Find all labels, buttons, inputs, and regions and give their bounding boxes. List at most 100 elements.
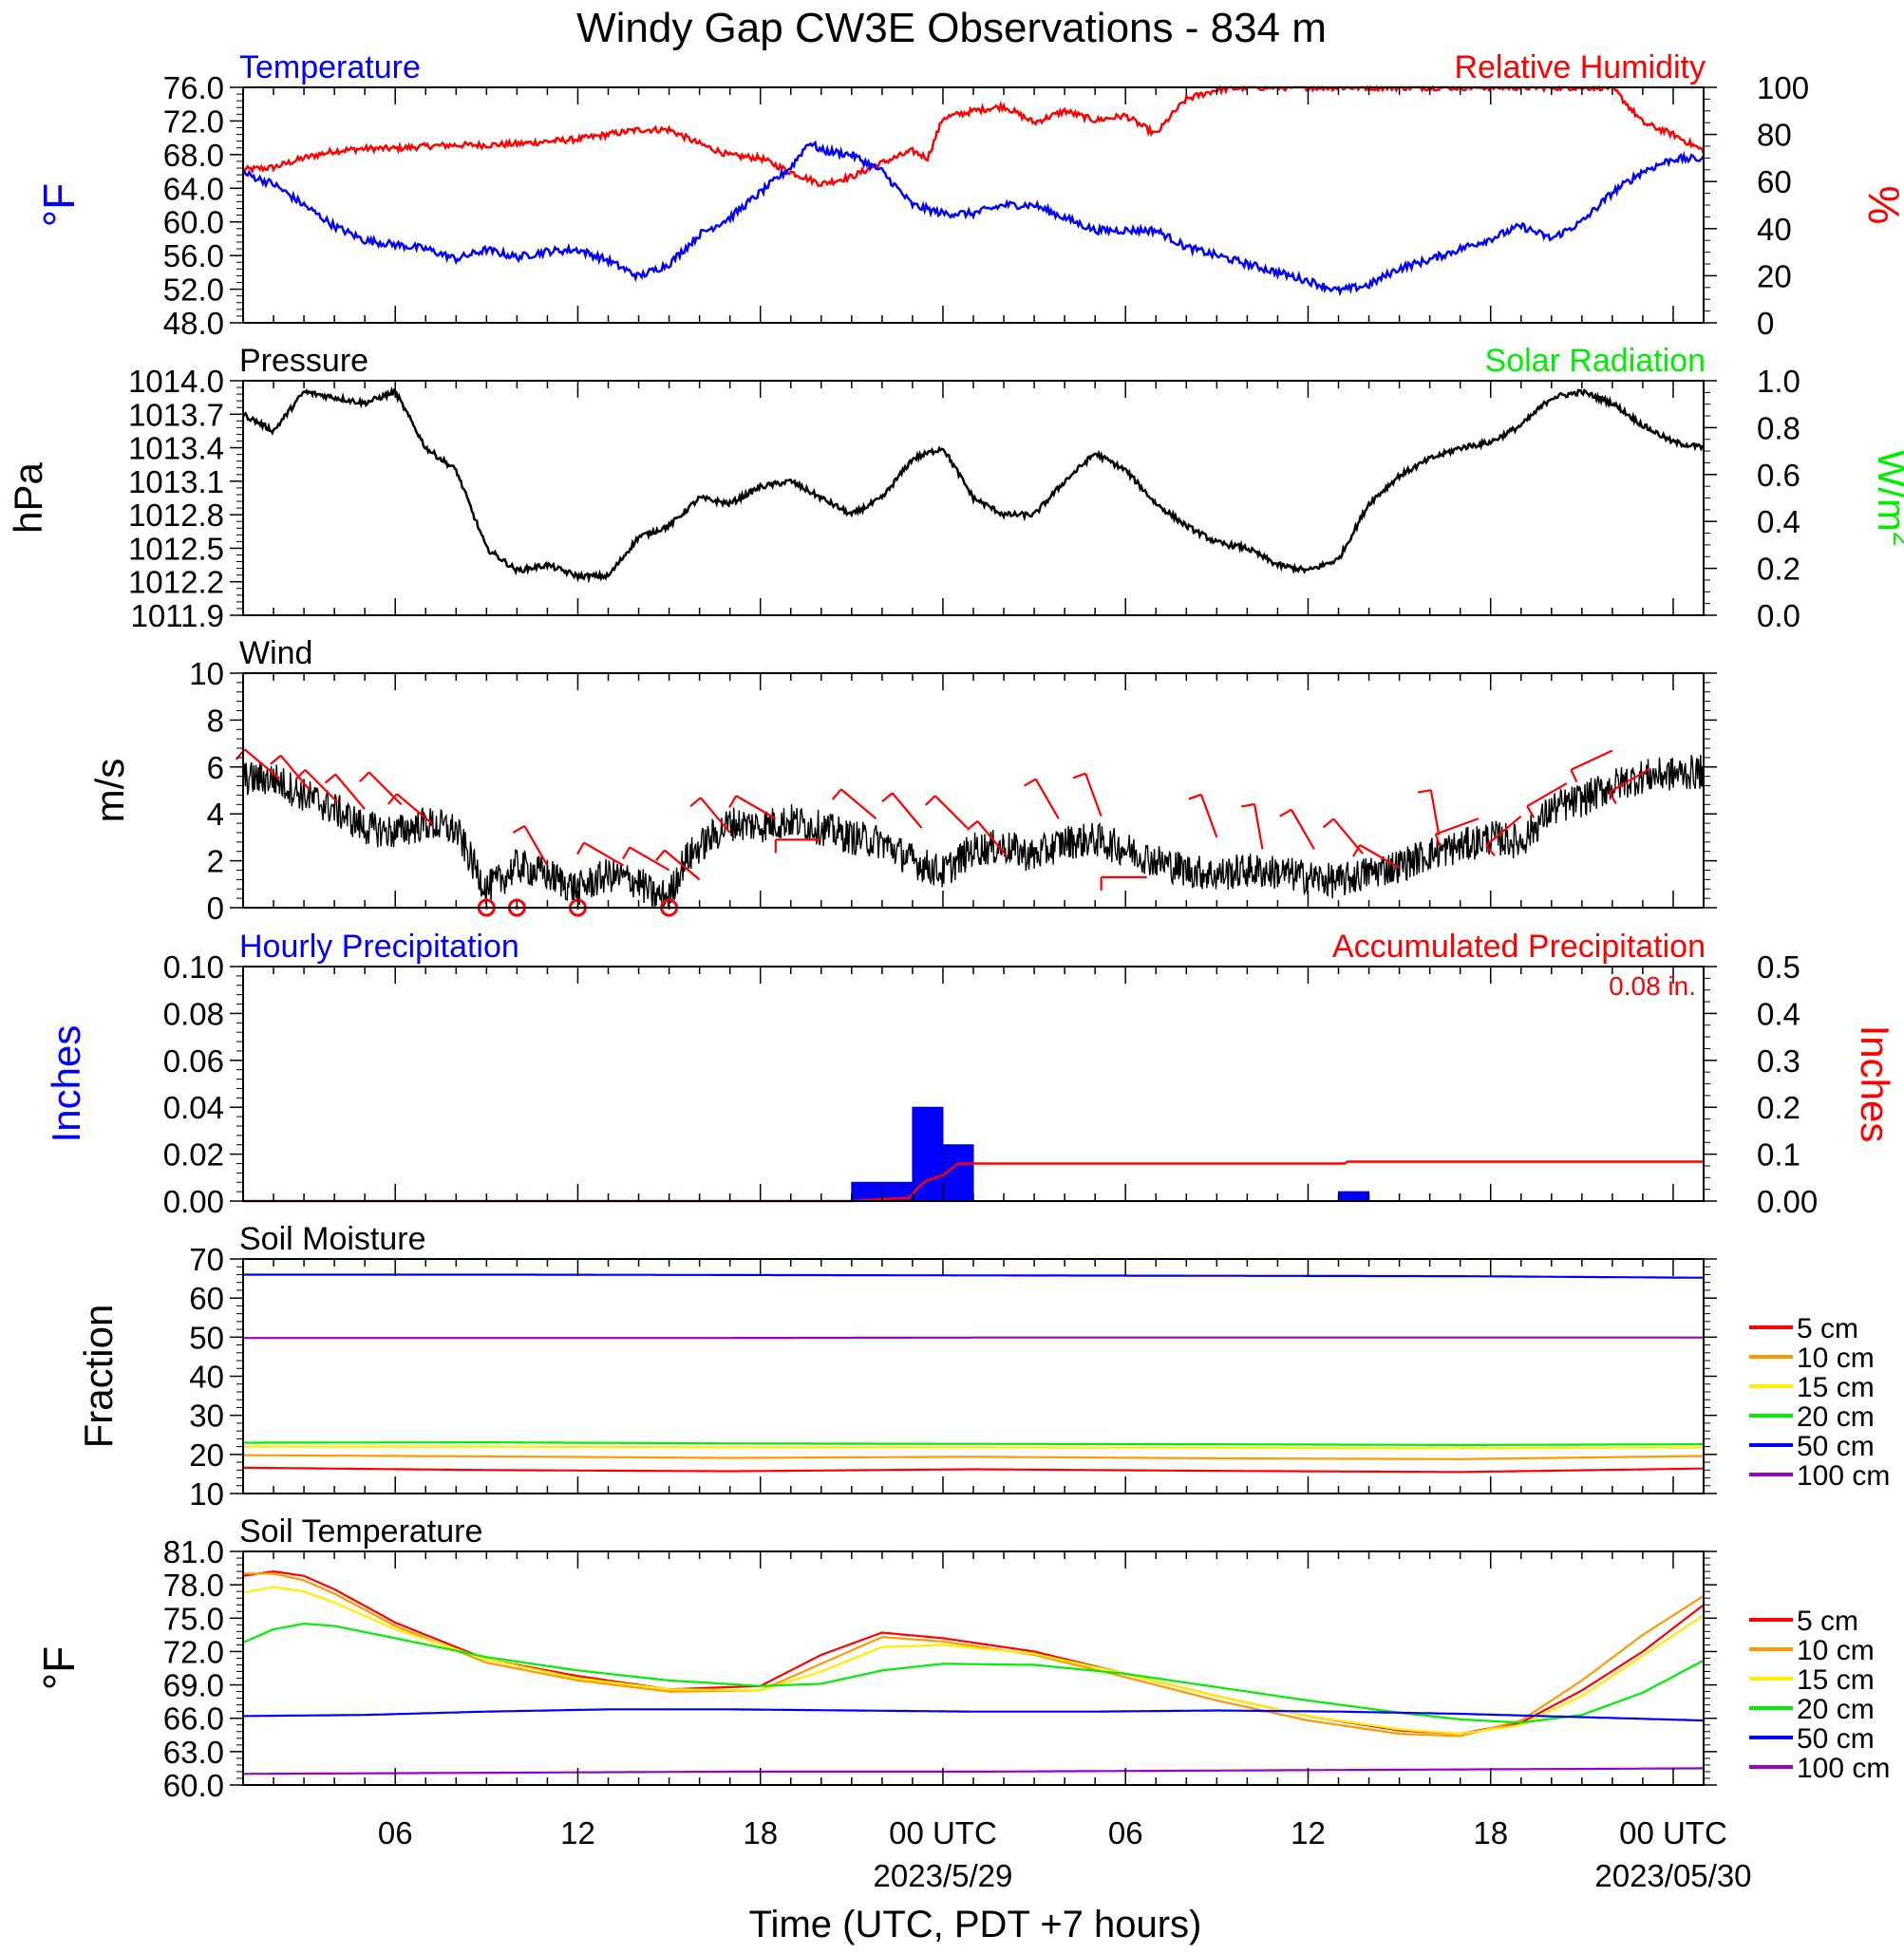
- x-tick-label: 00 UTC: [1619, 1815, 1727, 1851]
- wind-barb-staff: [1609, 768, 1650, 794]
- wind-barb-flag: [294, 769, 307, 780]
- y-tick-label-left: 60.0: [163, 1768, 224, 1803]
- wind-barb-staff: [664, 849, 701, 881]
- y-tick-label-left: 0.04: [163, 1090, 224, 1125]
- y-tick-label-left: 10: [189, 1476, 224, 1512]
- wind-barb-staff: [1290, 809, 1315, 850]
- y-tick-label-left: 1013.7: [128, 397, 224, 432]
- y-tick-label-right: 100: [1757, 70, 1809, 105]
- y-tick-label-left: 0: [207, 891, 224, 926]
- wind-barb-staff: [629, 846, 670, 872]
- wind-barb: [1526, 782, 1568, 818]
- wind-barb: [689, 797, 731, 834]
- wind-barb: [1485, 815, 1522, 856]
- wind-barb-staff: [1429, 789, 1441, 836]
- panel-title-left: Temperature: [239, 49, 421, 85]
- legend-label: 10 cm: [1797, 1635, 1875, 1666]
- wind-barb-staff: [279, 755, 311, 792]
- wind-barb-flag: [1434, 834, 1442, 848]
- legend-label: 15 cm: [1797, 1664, 1875, 1696]
- y-tick-label-left: 8: [207, 703, 224, 738]
- wind-barb-staff: [1253, 803, 1264, 850]
- hourly-precip-bar: [1338, 1191, 1370, 1202]
- plot-frame: [242, 672, 1705, 909]
- y-tick-label-left: 75.0: [163, 1601, 224, 1636]
- y-tick-label-left: 1013.1: [128, 464, 224, 499]
- plot-frame: [242, 1550, 1705, 1786]
- humidity-line: [242, 85, 1706, 187]
- hourly-precip-bar: [851, 1181, 883, 1202]
- y-tick-label-right: 0.6: [1757, 458, 1800, 493]
- series-line-20cm: [242, 1622, 1705, 1724]
- y-tick-label-right: 80: [1757, 118, 1792, 153]
- y-axis-title-left: m/s: [87, 759, 132, 823]
- y-tick-label-left: 72.0: [163, 1634, 224, 1669]
- y-tick-label-left: 52.0: [163, 272, 224, 308]
- y-tick-label-left: 48.0: [163, 306, 224, 341]
- y-tick-label-left: 6: [207, 750, 224, 785]
- y-tick-label-right: 1.0: [1757, 364, 1800, 399]
- y-axis-title-left: Inches: [44, 1025, 88, 1143]
- wind-barb-staff: [523, 825, 549, 867]
- panel-title-left: Pressure: [239, 343, 368, 379]
- wind-barb-staff: [1199, 794, 1218, 838]
- y-tick-label-right: 0.4: [1757, 996, 1800, 1031]
- panel-title-right: Solar Radiation: [1485, 343, 1706, 379]
- series-line-15cm: [243, 1445, 1704, 1450]
- y-tick-label-right: 0.3: [1757, 1043, 1800, 1079]
- wind-barb-flag: [324, 773, 337, 784]
- wind-barb: [1072, 772, 1103, 817]
- x-date-label: 2023/5/29: [874, 1858, 1013, 1893]
- y-tick-label-left: 50: [189, 1320, 224, 1355]
- wind-barb: [1570, 749, 1613, 782]
- wind-barb-staff: [334, 773, 367, 810]
- wind-barb: [831, 788, 877, 819]
- wind-barb: [655, 849, 701, 881]
- temperature-line: [242, 140, 1706, 297]
- y-tick-label-left: 66.0: [163, 1701, 224, 1737]
- legend-label: 5 cm: [1797, 1606, 1858, 1637]
- y-tick-label-left: 70: [189, 1242, 224, 1277]
- wind-barb-flag: [1024, 778, 1037, 787]
- wind-barb-flag: [689, 797, 702, 808]
- wind-barb-flag: [1526, 805, 1536, 818]
- panel-title-left: Soil Moisture: [239, 1221, 426, 1257]
- wind-barb-flag: [1322, 817, 1334, 829]
- wind-barb-flag: [1279, 808, 1292, 817]
- panel-temperature_humidity: Temperature Relative Humidity°F %76.072.06…: [34, 49, 1904, 341]
- hourly-precip-bar: [912, 1106, 944, 1202]
- y-tick-label-left: 1012.2: [128, 565, 224, 600]
- y-tick-label-right: 20: [1757, 258, 1792, 293]
- panels: Temperature Relative Humidity°F %76.072.06…: [6, 49, 1904, 1803]
- y-tick-label-right: 0.8: [1757, 410, 1800, 445]
- x-axis-title: Time (UTC, PDT +7 hours): [749, 1904, 1202, 1945]
- y-tick-label-left: 0.08: [163, 996, 224, 1031]
- y-axis-title-right: Inches: [1853, 1025, 1897, 1143]
- series-line-20cm: [243, 1441, 1704, 1447]
- series-line-50cm: [242, 1708, 1705, 1722]
- y-tick-label-left: 64.0: [163, 171, 224, 206]
- wind-barb-staff: [1570, 749, 1613, 771]
- panel-title-right: Accumulated Precipitation: [1332, 929, 1706, 965]
- wind-speed-line: [242, 754, 1705, 909]
- wind-barb-flag: [1072, 772, 1086, 780]
- y-tick-label-left: 1013.4: [128, 431, 224, 466]
- wind-barb-staff: [304, 769, 339, 803]
- wind-barb-flag: [1188, 793, 1202, 800]
- y-tick-label-left: 69.0: [163, 1668, 224, 1703]
- x-tick-label: 18: [743, 1815, 778, 1851]
- wind-barb-flag: [966, 820, 979, 831]
- x-date-label: 2023/05/30: [1594, 1858, 1751, 1893]
- y-axis-title-right: %: [1859, 186, 1904, 225]
- y-tick-label-left: 76.0: [163, 70, 224, 105]
- wind-barb: [1434, 817, 1480, 848]
- wind-barb-staff: [1526, 782, 1568, 808]
- y-tick-label-left: 63.0: [163, 1735, 224, 1770]
- wind-barb-staff: [243, 748, 281, 780]
- series-line-15cm: [242, 1586, 1705, 1736]
- wind-barb-flag: [1570, 769, 1578, 782]
- wind-barb-staff: [976, 820, 1009, 857]
- y-tick-label-left: 1011.9: [131, 598, 224, 633]
